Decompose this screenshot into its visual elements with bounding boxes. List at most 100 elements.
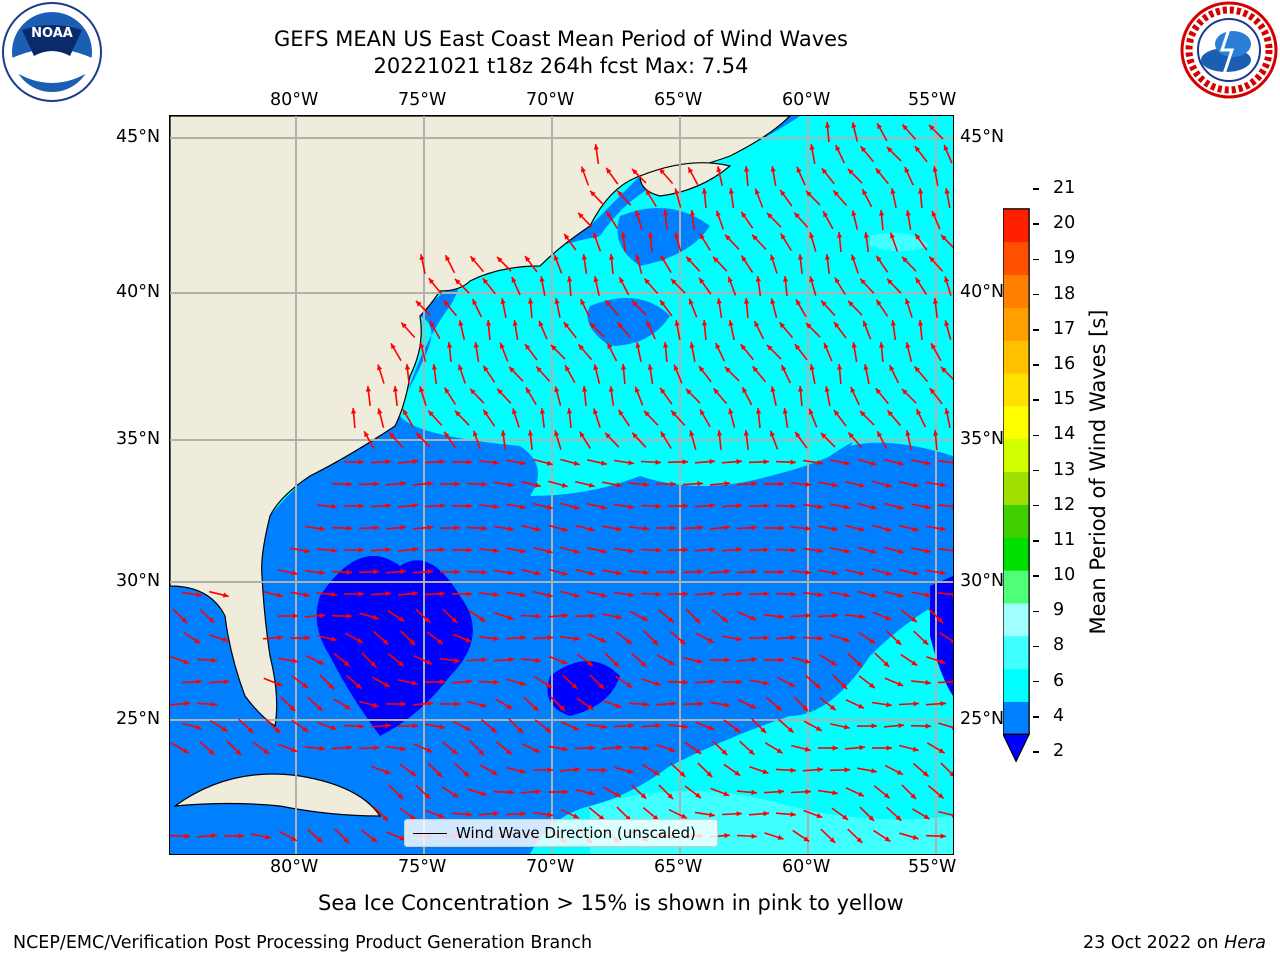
wind-wave-arrowhead: [897, 548, 904, 554]
wind-wave-arrow: [938, 722, 953, 729]
wind-wave-arrowhead: [952, 679, 953, 685]
wind-wave-arrowhead: [399, 835, 406, 841]
wind-wave-arrowhead: [834, 410, 840, 416]
wind-wave-arrowhead: [790, 459, 796, 465]
wind-wave-arrowhead: [632, 432, 638, 439]
wind-wave-arrowhead: [763, 503, 769, 509]
lat-tick-right: 35°N: [960, 429, 1005, 449]
wind-wave-arrowhead: [412, 591, 418, 597]
colorbar-tick-label: 4: [1053, 705, 1065, 726]
wind-wave-arrowhead: [455, 410, 461, 417]
wind-wave-arrowhead: [790, 635, 796, 641]
wind-wave-arrowhead: [481, 525, 487, 531]
wind-wave-arrowhead: [844, 767, 850, 773]
wind-wave-arrowhead: [760, 727, 767, 733]
wind-wave-arrowhead: [454, 701, 460, 707]
wind-wave-arrowhead: [848, 432, 854, 439]
wind-wave-arrowhead: [744, 298, 750, 304]
wind-wave-arrowhead: [454, 481, 460, 487]
colorbar-tick-label: 6: [1053, 670, 1065, 691]
wind-wave-arrowhead: [263, 748, 269, 754]
wind-wave-arrowhead: [750, 615, 757, 621]
wind-wave-arrowhead: [404, 364, 411, 370]
wind-wave-arrowhead: [832, 570, 838, 576]
wind-wave-arrowhead: [897, 460, 904, 466]
wind-wave-arrowhead: [848, 300, 854, 307]
wind-wave-arrowhead: [929, 124, 935, 131]
wind-wave-arrowhead: [606, 211, 612, 218]
wind-wave-arrowhead: [276, 681, 283, 687]
colorbar-tick-mark: [1033, 258, 1039, 261]
wind-wave-arrowhead: [879, 342, 885, 348]
map-legend: Wind Wave Direction (unscaled): [404, 819, 718, 847]
wind-wave-arrowhead: [860, 146, 867, 153]
wind-wave-arrowhead: [401, 322, 407, 329]
colorbar-segment: [1003, 504, 1030, 538]
wind-wave-arrowhead: [871, 768, 877, 774]
wind-wave-arrowhead: [778, 481, 784, 487]
wind-wave-arrowhead: [617, 190, 623, 197]
wind-wave-arrowhead: [292, 570, 298, 576]
wind-wave-arrowhead: [344, 704, 351, 710]
wind-wave-arrowhead: [520, 635, 526, 641]
wind-wave-arrowhead: [806, 322, 812, 329]
wind-wave-arrowhead: [409, 639, 416, 645]
wind-wave-arrowhead: [653, 770, 660, 776]
colorbar-tick-mark: [1033, 329, 1039, 331]
colorbar-tick-label: 13: [1053, 459, 1076, 480]
wind-wave-arrowhead: [697, 569, 703, 575]
wind-wave-arrowhead: [940, 526, 946, 532]
wind-wave-arrowhead: [805, 789, 811, 795]
wind-wave-arrowhead: [821, 168, 828, 174]
wind-wave-arrowhead: [809, 232, 815, 239]
wind-wave-arrowhead: [605, 300, 611, 307]
wind-wave-arrowhead: [890, 320, 896, 326]
wind-wave-arrowhead: [815, 725, 822, 731]
wind-wave-arrowhead: [904, 166, 910, 173]
wind-wave-arrowhead: [660, 255, 666, 262]
wind-wave-arrowhead: [778, 614, 784, 620]
wind-wave-arrowhead: [546, 548, 553, 554]
wind-wave-arrowhead: [377, 364, 383, 371]
wind-wave-arrowhead: [885, 615, 892, 621]
colorbar-segment: [1003, 307, 1030, 341]
wind-wave-arrowhead: [902, 124, 908, 131]
wind-wave-arrowhead: [546, 460, 553, 466]
wind-wave-arrowhead: [472, 299, 478, 305]
wind-wave-arrowhead: [932, 298, 939, 304]
wind-wave-arrowhead: [520, 811, 526, 817]
ocean-period-below-2-region: [316, 556, 473, 736]
wind-wave-arrowhead: [913, 701, 919, 707]
wind-wave-arrowhead: [470, 388, 476, 395]
lon-tick-top: 70°W: [526, 90, 575, 110]
wind-wave-arrowhead: [734, 770, 741, 776]
wind-wave-arrowhead: [736, 503, 742, 509]
wind-wave-arrowhead: [616, 570, 622, 576]
wind-wave-arrowhead: [615, 703, 622, 708]
wind-wave-arrowhead: [587, 660, 593, 666]
colorbar-segment: [1003, 438, 1030, 473]
wind-wave-arrowhead: [384, 769, 391, 775]
colorbar-segments: [1003, 208, 1030, 735]
wind-wave-arrowhead: [473, 342, 479, 348]
wind-wave-arrowhead: [632, 168, 638, 175]
wind-wave-arrowhead: [823, 342, 829, 349]
wind-wave-arrowhead: [877, 123, 883, 130]
wind-wave-arrowhead: [493, 547, 499, 554]
sea-ice-note: Sea Ice Concentration > 15% is shown in …: [318, 891, 904, 915]
wind-wave-arrowhead: [817, 592, 823, 598]
wind-wave-arrowhead: [292, 613, 298, 619]
colorbar-tick-label: 20: [1053, 213, 1076, 234]
wind-wave-arrowhead: [601, 767, 607, 773]
colorbar-segment: [1003, 373, 1030, 407]
land-cuba: [172, 773, 382, 817]
wind-wave-arrowhead: [876, 255, 882, 262]
wind-wave-arrowhead: [397, 660, 404, 667]
wind-wave-arrowhead: [319, 570, 325, 576]
wind-wave-arrowhead: [358, 723, 364, 729]
wind-wave-arrowhead: [944, 408, 950, 414]
wind-wave-arrowhead: [508, 570, 514, 576]
wind-wave-arrowhead: [941, 234, 947, 241]
wind-wave-arrowhead: [415, 300, 422, 307]
wind-wave-arrowhead: [580, 299, 586, 305]
